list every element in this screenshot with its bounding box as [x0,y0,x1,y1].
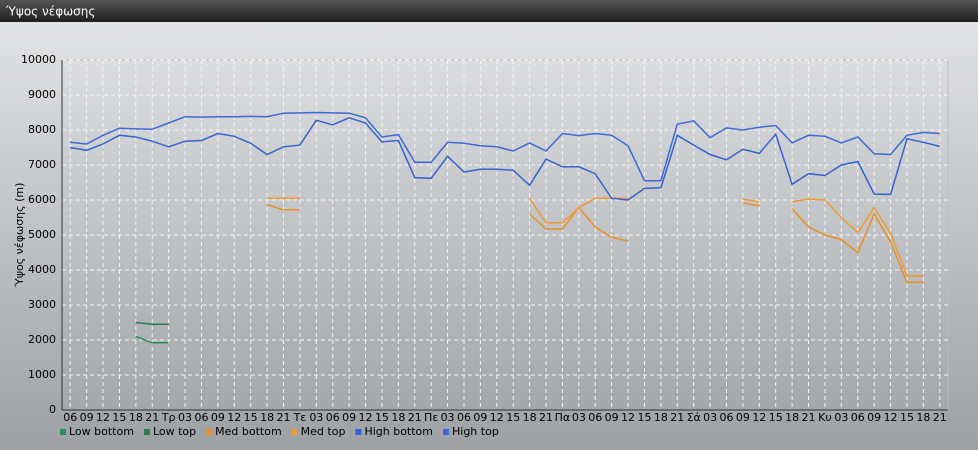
y-tick-label: 3000 [28,298,56,311]
x-tick-label: 21 [933,411,947,424]
y-tick-label: 8000 [28,123,56,136]
y-tick-label: 7000 [28,158,56,171]
x-tick-label: 09 [211,411,225,424]
legend-label: Low bottom [69,425,134,438]
x-tick-label: 06 [457,411,471,424]
legend-label: High bottom [364,425,433,438]
x-tick-label: 12 [884,411,898,424]
x-tick-label: 06 [194,411,208,424]
x-tick-label: 15 [900,411,914,424]
x-tick-label: Πε [424,411,438,424]
legend-swatch [206,429,213,435]
x-tick-label: 21 [408,411,422,424]
y-tick-label: 1000 [28,368,56,381]
x-tick-label: 18 [916,411,930,424]
x-tick-label: 12 [621,411,635,424]
x-tick-label: Πα [555,411,571,424]
x-tick-label: 21 [145,411,159,424]
x-tick-label: 15 [112,411,126,424]
chart-title: Ύψος νέφωσης [5,5,95,19]
x-tick-label: 09 [736,411,750,424]
x-tick-label: 06 [63,411,77,424]
x-tick-label: 06 [588,411,602,424]
x-tick-label: 21 [802,411,816,424]
x-tick-label: 09 [80,411,94,424]
legend-swatch [443,429,449,435]
series-line [70,117,940,201]
x-tick-label: 21 [277,411,291,424]
x-tick-label: 18 [391,411,405,424]
legend-swatch [355,429,362,435]
legend-swatch [291,429,298,435]
x-tick-label: 03 [178,411,192,424]
legend-label: Low top [153,425,196,438]
x-tick-label: 18 [260,411,274,424]
title-bar [0,0,978,22]
y-tick-label: 5000 [28,228,56,241]
y-tick-label: 6000 [28,193,56,206]
x-tick-label: 09 [342,411,356,424]
legend-label: Med bottom [215,425,282,438]
y-tick-label: 2000 [28,333,56,346]
series-line [70,111,940,182]
x-tick-label: 15 [637,411,651,424]
series-line [267,197,924,277]
x-tick-label: 18 [654,411,668,424]
x-tick-label: 15 [506,411,520,424]
x-tick-label: Τρ [161,411,176,424]
x-tick-label: Τε [293,411,307,424]
x-tick-label: 09 [473,411,487,424]
legend-label: Med top [301,425,346,438]
x-tick-label: 03 [309,411,323,424]
x-tick-label: 21 [539,411,553,424]
x-tick-label: 03 [834,411,848,424]
x-tick-label: 09 [867,411,881,424]
legend-swatch [60,429,66,435]
x-tick-label: 18 [785,411,799,424]
x-tick-label: 06 [851,411,865,424]
x-tick-label: 15 [769,411,783,424]
y-axis-title: Ύψος νέφωσης (m) [13,183,26,289]
y-tick-label: 0 [49,403,56,416]
x-tick-label: 15 [375,411,389,424]
x-tick-label: 18 [129,411,143,424]
y-tick-label: 9000 [28,88,56,101]
x-tick-label: 12 [752,411,766,424]
x-tick-label: 12 [359,411,373,424]
y-tick-label: 10000 [21,53,56,66]
x-tick-label: 12 [490,411,504,424]
x-tick-label: 03 [441,411,455,424]
x-tick-label: 06 [720,411,734,424]
x-tick-label: 12 [227,411,241,424]
x-tick-label: 21 [670,411,684,424]
series-line [135,335,169,344]
x-tick-label: 03 [572,411,586,424]
legend-label: High top [452,425,499,438]
x-tick-label: 15 [244,411,258,424]
y-tick-label: 4000 [28,263,56,276]
x-tick-label: 03 [703,411,717,424]
x-tick-label: 09 [605,411,619,424]
x-tick-label: 06 [326,411,340,424]
x-tick-label: Σά [687,411,701,424]
x-tick-label: 18 [523,411,537,424]
x-tick-label: Κυ [818,411,832,424]
series-line [135,321,169,326]
x-tick-label: 12 [96,411,110,424]
legend-swatch [143,429,150,435]
